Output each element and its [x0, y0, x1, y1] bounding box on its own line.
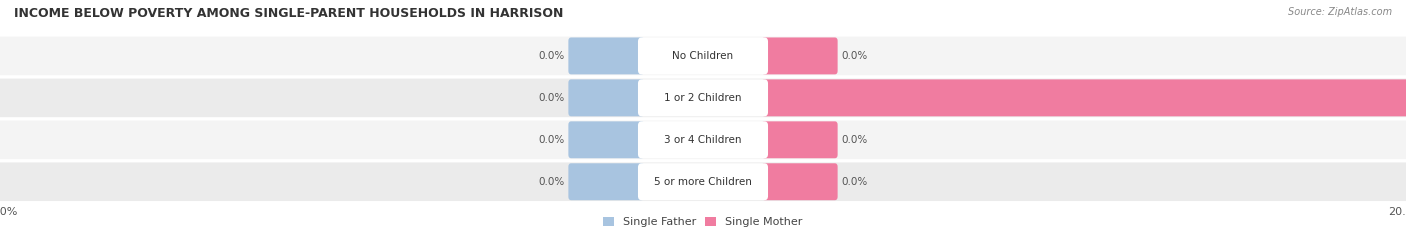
FancyBboxPatch shape: [0, 79, 1406, 117]
FancyBboxPatch shape: [568, 163, 644, 200]
Text: 1 or 2 Children: 1 or 2 Children: [664, 93, 742, 103]
Text: 0.0%: 0.0%: [538, 93, 564, 103]
Text: 0.0%: 0.0%: [842, 51, 868, 61]
FancyBboxPatch shape: [762, 79, 1406, 116]
FancyBboxPatch shape: [762, 121, 838, 158]
FancyBboxPatch shape: [762, 163, 838, 200]
Text: 0.0%: 0.0%: [538, 177, 564, 187]
FancyBboxPatch shape: [568, 38, 644, 74]
FancyBboxPatch shape: [638, 121, 768, 158]
FancyBboxPatch shape: [0, 162, 1406, 201]
FancyBboxPatch shape: [638, 38, 768, 74]
Text: 0.0%: 0.0%: [842, 135, 868, 145]
FancyBboxPatch shape: [762, 38, 838, 74]
Legend: Single Father, Single Mother: Single Father, Single Mother: [603, 217, 803, 227]
Text: 3 or 4 Children: 3 or 4 Children: [664, 135, 742, 145]
FancyBboxPatch shape: [568, 79, 644, 116]
FancyBboxPatch shape: [638, 163, 768, 200]
FancyBboxPatch shape: [568, 121, 644, 158]
Text: INCOME BELOW POVERTY AMONG SINGLE-PARENT HOUSEHOLDS IN HARRISON: INCOME BELOW POVERTY AMONG SINGLE-PARENT…: [14, 7, 564, 20]
FancyBboxPatch shape: [638, 79, 768, 116]
Text: No Children: No Children: [672, 51, 734, 61]
Text: Source: ZipAtlas.com: Source: ZipAtlas.com: [1288, 7, 1392, 17]
Text: 0.0%: 0.0%: [538, 135, 564, 145]
FancyBboxPatch shape: [0, 120, 1406, 159]
FancyBboxPatch shape: [0, 37, 1406, 75]
Text: 0.0%: 0.0%: [842, 177, 868, 187]
Text: 0.0%: 0.0%: [538, 51, 564, 61]
Text: 5 or more Children: 5 or more Children: [654, 177, 752, 187]
